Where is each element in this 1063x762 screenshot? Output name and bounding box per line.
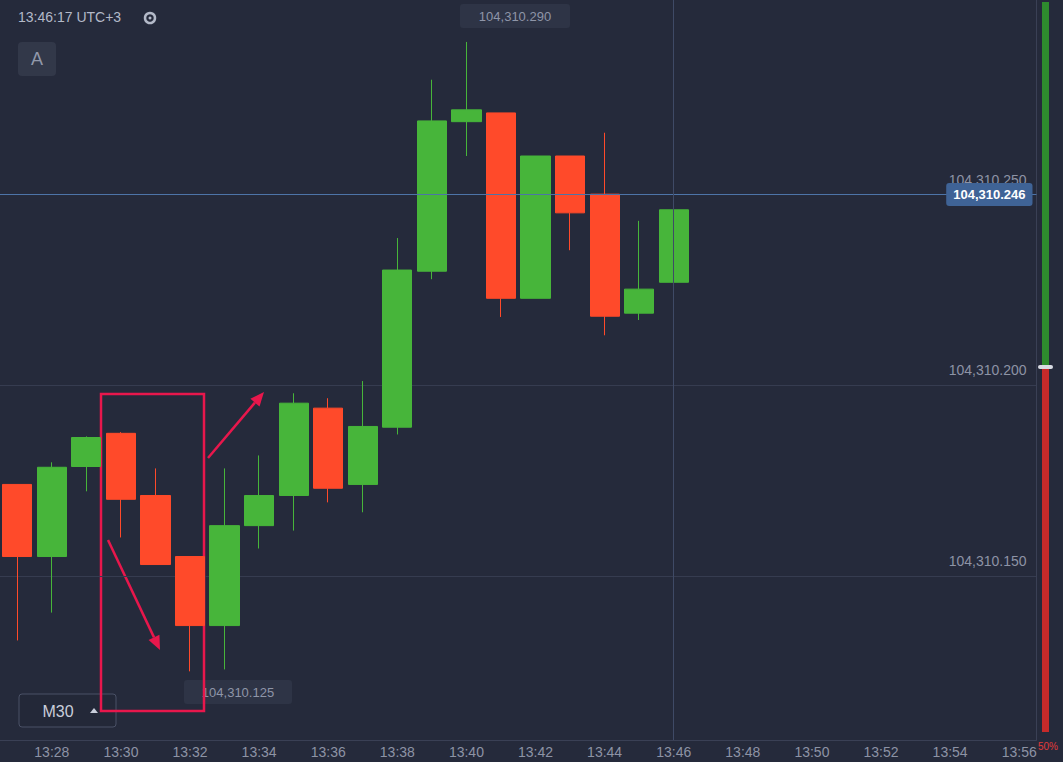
svg-text:13:34: 13:34 (242, 744, 277, 760)
svg-text:13:30: 13:30 (103, 744, 138, 760)
svg-text:104,310.200: 104,310.200 (949, 362, 1027, 378)
svg-text:104,310.250: 104,310.250 (948, 171, 1027, 188)
svg-text:13:50: 13:50 (794, 744, 829, 760)
svg-text:13:56: 13:56 (1002, 744, 1037, 760)
svg-text:13:42: 13:42 (518, 744, 553, 760)
svg-text:13:28: 13:28 (34, 744, 69, 760)
svg-text:13:36: 13:36 (311, 744, 346, 760)
svg-text:A: A (31, 49, 43, 69)
svg-text:13:46: 13:46 (656, 744, 691, 760)
svg-text:13:44: 13:44 (587, 744, 622, 760)
svg-text:104,310.246: 104,310.246 (953, 187, 1025, 202)
svg-text:13:46:17 UTC+3: 13:46:17 UTC+3 (18, 9, 121, 25)
svg-text:13:38: 13:38 (380, 744, 415, 760)
svg-text:13:48: 13:48 (725, 744, 760, 760)
svg-text:104,310.290: 104,310.290 (479, 9, 551, 24)
svg-text:13:40: 13:40 (449, 744, 484, 760)
svg-text:104,310.125: 104,310.125 (202, 685, 274, 700)
svg-text:50%: 50% (1038, 741, 1058, 752)
svg-text:M30: M30 (42, 703, 73, 720)
svg-text:104,310.150: 104,310.150 (949, 553, 1027, 569)
svg-text:13:54: 13:54 (933, 744, 968, 760)
svg-text:13:32: 13:32 (173, 744, 208, 760)
svg-text:13:52: 13:52 (864, 744, 899, 760)
